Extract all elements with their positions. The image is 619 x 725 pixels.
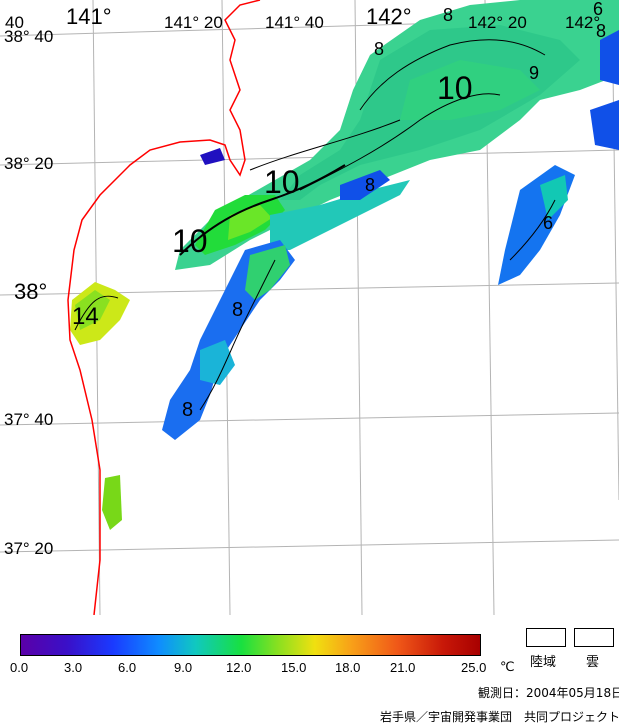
scale-tick: 0.0 [10, 660, 29, 675]
lat-label-3: 37° 40 [4, 410, 54, 429]
isotherm-label: 8 [596, 21, 607, 41]
scale-tick: 6.0 [118, 660, 137, 675]
isotherm-label: 6 [593, 0, 604, 19]
lat-label-0: 38° 40 [4, 27, 54, 46]
lat-label-2: 38° [14, 279, 48, 304]
scale-tick: 12.0 [226, 660, 252, 675]
sst-patches [70, 0, 619, 530]
scale-tick: 21.0 [390, 660, 416, 675]
cloud-legend-label: 雲 [586, 655, 600, 670]
project-credit: 岩手県／宇宙開発事業団 共同プロジェクト [380, 710, 619, 724]
lon-label-1: 141° [66, 4, 112, 29]
isotherm-label: 6 [543, 213, 554, 233]
isotherm-label: 8 [374, 39, 385, 59]
lon-label-4: 142° [366, 4, 412, 29]
isotherm-label: 10 [264, 164, 300, 200]
observation-date: 観測日：2004年05月18日 [478, 686, 619, 700]
isotherm-label: 8 [443, 5, 454, 25]
scale-tick: 3.0 [64, 660, 83, 675]
lon-label-5: 142° 20 [468, 13, 527, 32]
scale-tick: 15.0 [281, 660, 307, 675]
land-legend-label: 陸域 [530, 655, 557, 670]
land-legend-swatch [526, 628, 566, 647]
scale-tick: 9.0 [174, 660, 193, 675]
isotherm-label: 10 [437, 70, 473, 106]
cloud-legend-swatch [574, 628, 614, 647]
lat-label-1: 38° 20 [4, 154, 54, 173]
isotherm-label: 9 [529, 63, 540, 83]
isotherms [74, 39, 556, 411]
lon-label-2: 141° 20 [164, 13, 223, 32]
sea-surface-temperature-map [0, 0, 619, 615]
lon-label-3: 141° 40 [265, 13, 324, 32]
lon-label-0: 40 [5, 13, 24, 32]
isotherm-label: 14 [72, 303, 99, 330]
scale-tick: 18.0 [335, 660, 361, 675]
temperature-scale-bar [20, 634, 481, 656]
isotherm-label: 10 [172, 223, 208, 259]
coastline [67, 0, 261, 615]
isotherm-label: 8 [182, 399, 194, 421]
isotherm-label: 8 [232, 299, 244, 321]
lon-label-6: 142° [565, 13, 601, 32]
scale-tick: 25.0 [461, 660, 487, 675]
isotherm-label: 8 [365, 175, 376, 195]
scale-unit: ℃ [500, 660, 515, 675]
lat-label-4: 37° 20 [4, 539, 54, 558]
